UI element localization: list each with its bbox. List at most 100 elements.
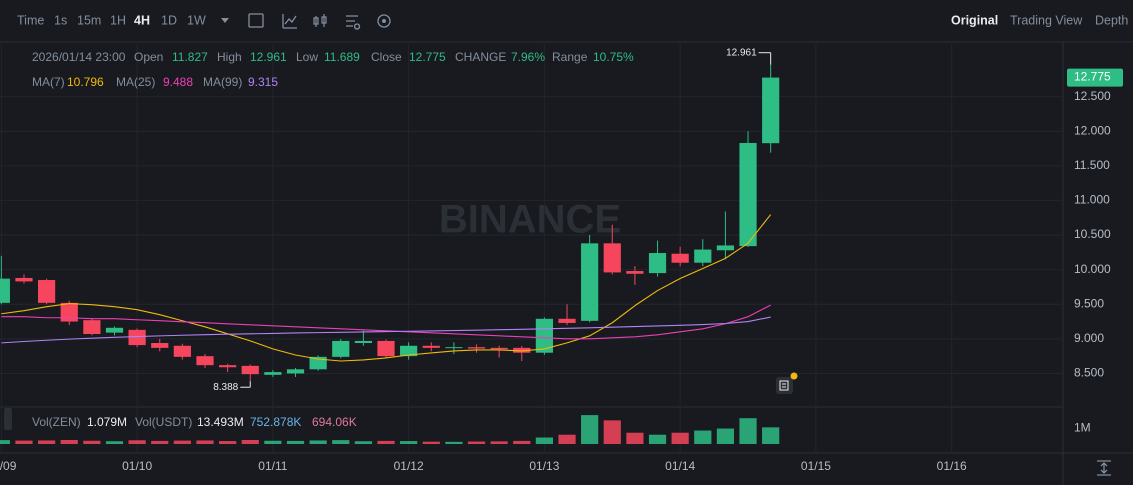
interval[interactable]: 1s	[54, 13, 67, 27]
high-label: 12.961	[726, 47, 757, 58]
candle-body	[445, 347, 463, 349]
ma-name: MA(99)	[203, 75, 242, 89]
volume-usdt-name: Vol(USDT)	[135, 415, 192, 429]
candle-body	[739, 142, 757, 247]
moving-average	[1, 316, 771, 344]
candle-body	[241, 365, 259, 375]
settings-icon[interactable]	[346, 15, 361, 30]
volume-bar	[309, 440, 327, 444]
field: Range	[552, 50, 588, 64]
y-tick-label: 11.500	[1074, 158, 1110, 172]
news-dot	[790, 372, 798, 380]
y-tick-label: 8.500	[1074, 366, 1104, 380]
price-pane	[0, 64, 780, 382]
volume-bar	[739, 418, 757, 444]
x-tick-label: 01/12	[394, 459, 424, 473]
candle-body	[467, 347, 486, 349]
candle-body	[38, 280, 56, 303]
x-tick-label: 01/11	[258, 459, 287, 473]
candle-body	[151, 343, 169, 348]
low-value: 11.689	[324, 50, 360, 64]
y-tick-label: 10.000	[1074, 262, 1111, 276]
candle-body	[264, 372, 282, 375]
interval-active[interactable]: 4H	[134, 13, 150, 27]
volume-bar	[716, 428, 735, 444]
candle-body	[105, 327, 124, 333]
x-tick-label: 01/13	[529, 459, 559, 473]
candle-body	[671, 253, 689, 263]
ma-value: 9.488	[163, 75, 193, 89]
interval[interactable]: 1H	[110, 13, 126, 27]
view[interactable]: Trading View	[1010, 13, 1083, 27]
ma-legend: MA(7) 10.796 MA(25) 9.488 MA(99) 9.315	[32, 75, 278, 89]
time: 2026/01/14 23:00	[32, 50, 126, 64]
interval[interactable]: 1W	[187, 13, 206, 27]
toolbar: Time 1s 15m 1H 4H 1D 1W Original Trading…	[17, 13, 1128, 30]
candle-body	[377, 340, 395, 357]
volume-bar	[15, 440, 33, 444]
candle-body	[558, 318, 576, 323]
more-icon-dot	[382, 19, 386, 23]
y-tick-label: 9.000	[1074, 331, 1104, 345]
volume-bar	[241, 439, 259, 444]
x-tick-label: 01/10	[122, 459, 152, 473]
volume-value: 1.079M	[87, 415, 127, 429]
ohlc-legend: 2026/01/14 23:00 Open 11.827 High 12.961…	[32, 50, 634, 64]
candle-body	[15, 277, 33, 282]
dropdown-icon[interactable]	[221, 18, 229, 23]
volume-bar	[422, 441, 440, 444]
open-value: 11.827	[172, 50, 208, 64]
volume-pane	[0, 415, 780, 444]
range-value: 10.75%	[593, 50, 634, 64]
x-tick-label: 01/15	[801, 459, 831, 473]
field: CHANGE	[455, 50, 506, 64]
candle-body	[173, 345, 191, 357]
volume-bar	[581, 415, 599, 444]
volume-bar	[626, 432, 644, 444]
interval[interactable]: 1D	[161, 13, 177, 27]
volume-bar	[648, 434, 667, 444]
field: Low	[296, 50, 318, 64]
view-active[interactable]: Original	[951, 13, 998, 27]
candle-body	[535, 318, 553, 353]
volume-bar	[264, 440, 282, 444]
volume-bar	[513, 440, 531, 444]
candle-body	[422, 345, 440, 348]
candle-body	[286, 369, 305, 374]
moving-average	[1, 304, 771, 340]
volume-bar	[671, 432, 689, 444]
more-icon[interactable]	[377, 14, 391, 28]
grid	[0, 44, 1063, 453]
candle-body	[354, 340, 372, 344]
indicator-icon[interactable]	[248, 13, 264, 28]
candle-body	[762, 77, 780, 144]
collapse-button[interactable]	[4, 408, 12, 430]
candle-body	[400, 345, 418, 357]
volume-bar	[603, 420, 621, 444]
high-value: 12.961	[250, 50, 287, 64]
volume-ma-value: 752.878K	[250, 415, 301, 429]
ma-value: 9.315	[248, 75, 278, 89]
news-icon[interactable]	[776, 377, 793, 394]
interval[interactable]: 15m	[77, 13, 101, 27]
view[interactable]: Depth	[1095, 13, 1128, 27]
axes: 8.500 9.000 9.500 10.000 10.500 11.000 11.500 1…	[0, 47, 1123, 473]
candle-body	[694, 249, 712, 263]
candle-icon[interactable]	[313, 14, 327, 27]
volume-bar	[694, 430, 712, 444]
volume-bar	[173, 440, 191, 444]
candle-body	[332, 340, 350, 357]
volume-bar	[219, 441, 237, 444]
volume-bar	[558, 434, 576, 444]
candle-body	[513, 347, 531, 353]
x-tick-label: 01/09	[0, 459, 17, 473]
y-tick-label: 10.500	[1074, 227, 1111, 241]
scale-button[interactable]	[1097, 460, 1111, 476]
field: High	[217, 50, 242, 64]
candle-body	[196, 356, 214, 366]
candle-body	[648, 253, 667, 274]
volume-tick-label: 1M	[1074, 421, 1091, 435]
chart-icon[interactable]	[282, 14, 297, 29]
watermark: BINANCE	[439, 198, 621, 242]
volume-bar	[105, 441, 124, 444]
